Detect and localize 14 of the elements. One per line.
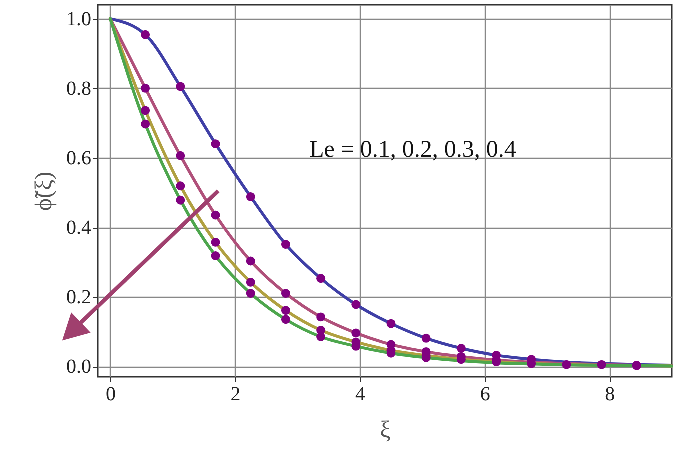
x-tick-label: 0 (106, 384, 116, 406)
x-tick-label: 4 (356, 384, 366, 406)
x-tick-label: 8 (605, 384, 616, 406)
y-tick-label: 0.0 (66, 356, 92, 378)
x-axis-title: ξ (380, 418, 392, 444)
y-tick-label: 0.2 (66, 286, 92, 309)
annotation: Le = 0.1, 0.2, 0.3, 0.4 (310, 137, 516, 163)
y-tick-label: 0.4 (66, 217, 92, 240)
y-tick-label: 1.0 (66, 8, 92, 30)
y-tick-label: 0.6 (66, 147, 92, 170)
y-tick-label: 0.8 (66, 78, 92, 100)
x-tick-label: 2 (230, 384, 241, 406)
y-axis-title: ϕ̃(ξ) (32, 172, 58, 212)
x-tick-label: 6 (480, 384, 490, 406)
